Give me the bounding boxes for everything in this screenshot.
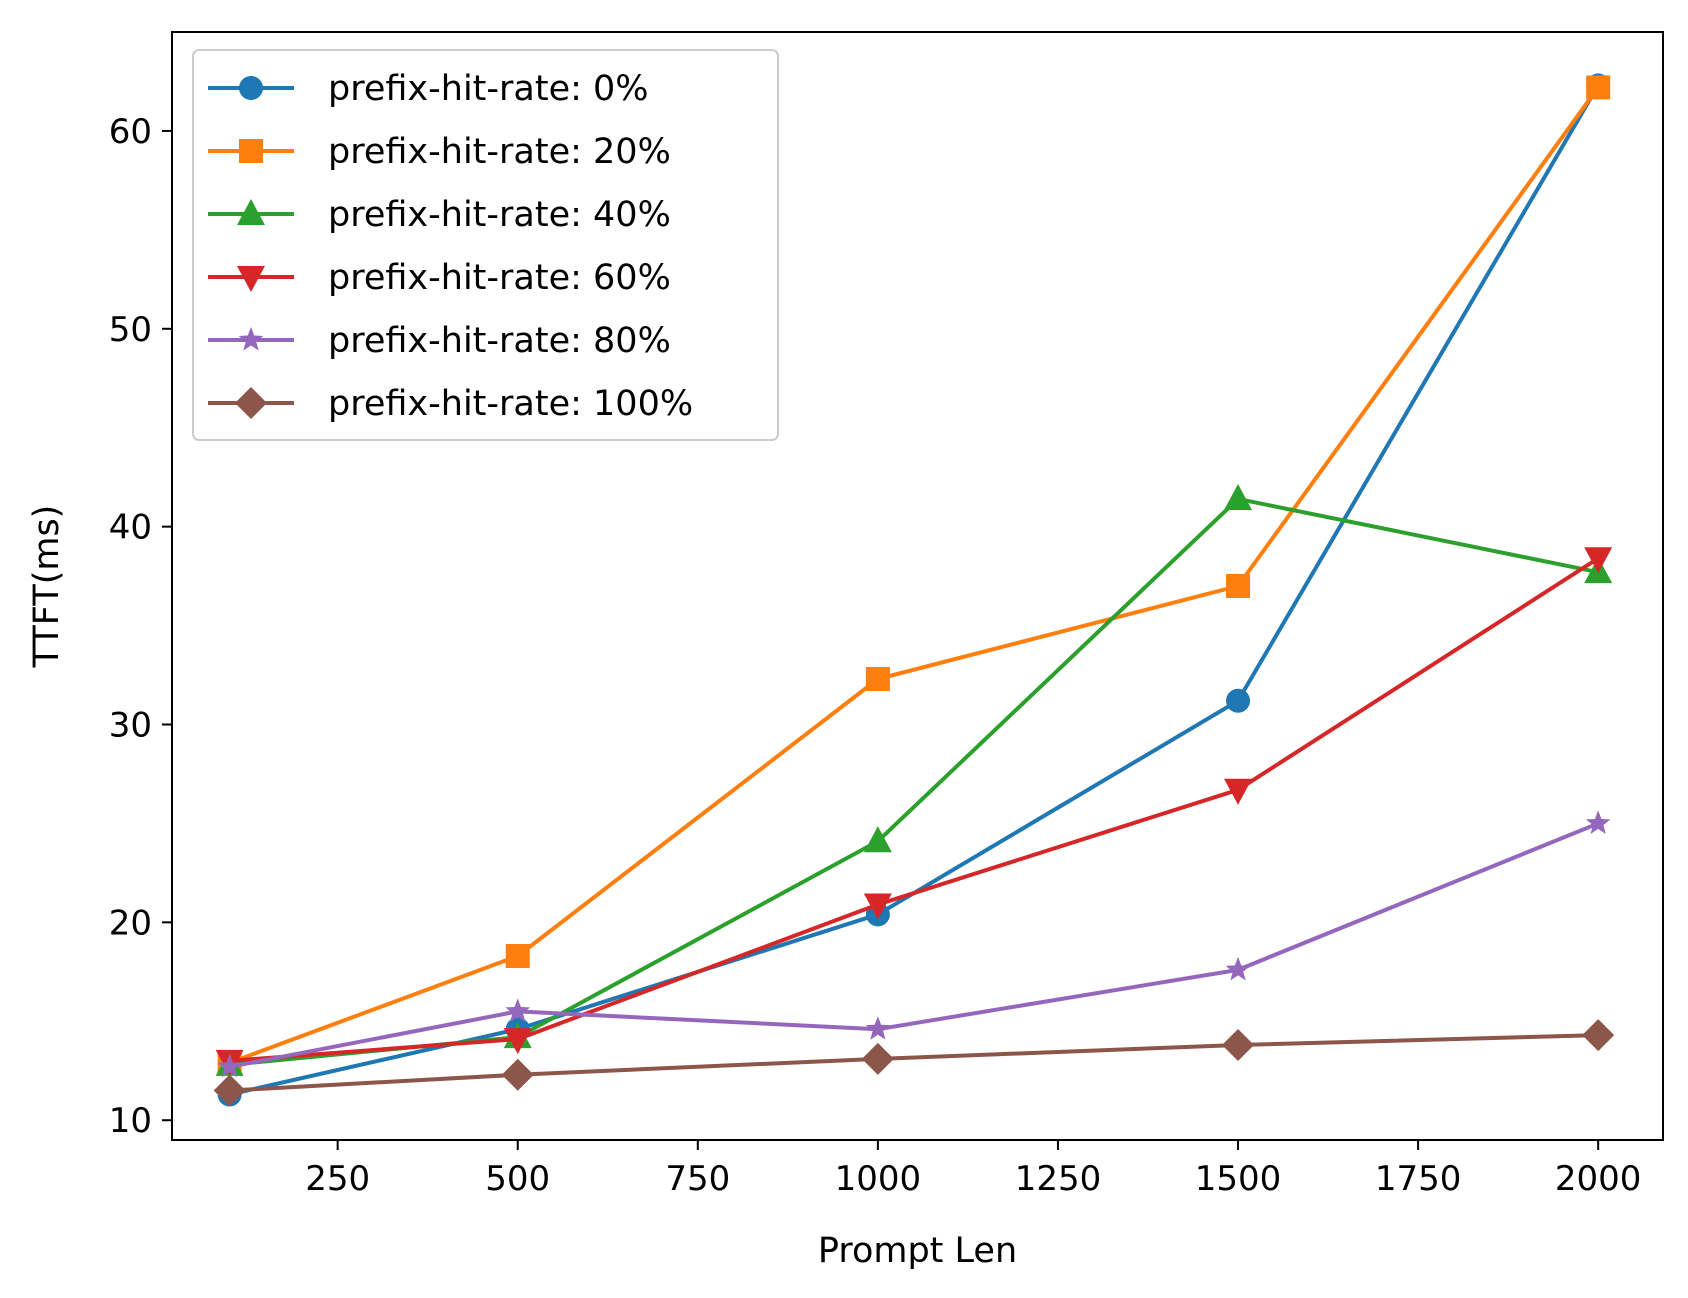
x-tick-label: 2000 [1555,1159,1642,1199]
series-line [229,496,1599,1067]
plot-area [171,31,1664,1141]
y-axis-label: TTFT(ms) [27,505,67,669]
data-point [1222,1029,1255,1062]
x-tick-label: 1000 [835,1159,922,1199]
y-tick-label: 20 [109,903,152,943]
x-axis-label: Prompt Len [818,1231,1017,1271]
legend-marker [237,199,265,225]
legend-item: prefix-hit-rate: 40% [208,195,671,235]
data-point [863,826,892,853]
data-point [505,998,531,1022]
data-point [1582,1019,1615,1052]
data-point [1584,547,1613,574]
data-point [861,1042,894,1075]
y-tick-label: 40 [109,508,152,548]
x-tick-label: 1750 [1375,1159,1462,1199]
x-tick-label: 500 [485,1159,550,1199]
series-3 [215,547,1613,1076]
legend-label: prefix-hit-rate: 60% [328,258,671,298]
x-tick-label: 250 [305,1159,370,1199]
legend-item: prefix-hit-rate: 60% [208,258,671,298]
series-line [229,821,1599,1069]
legend-marker [239,139,263,163]
legend-label: prefix-hit-rate: 20% [328,132,671,172]
data-point [501,1058,534,1091]
data-point [213,1074,246,1107]
data-point [505,943,530,968]
legend-marker [238,327,264,351]
legend-marker [239,76,263,100]
data-point [503,1028,532,1055]
series-5 [213,1019,1615,1107]
data-point [1585,810,1611,834]
legend-item: prefix-hit-rate: 0% [208,69,649,109]
legend-marker [237,266,265,292]
legend-label: prefix-hit-rate: 100% [328,384,693,424]
series-layer [213,73,1615,1107]
y-tick-label: 10 [109,1101,152,1141]
legend-marker [235,387,267,419]
x-tick-label: 1250 [1015,1159,1102,1199]
series-2 [215,483,1613,1076]
data-point [865,666,890,691]
legend-item: prefix-hit-rate: 20% [208,132,671,172]
data-point [1224,778,1253,805]
y-tick-label: 50 [109,310,152,350]
x-tick-label: 1500 [1195,1159,1282,1199]
legend-label: prefix-hit-rate: 40% [328,195,671,235]
legend-frame [192,49,779,441]
x-tick-label: 750 [665,1159,730,1199]
y-tick-label: 30 [109,706,152,746]
legend: prefix-hit-rate: 0% prefix-hit-rate: 20% p… [192,49,779,441]
data-point [865,1016,891,1040]
legend-item: prefix-hit-rate: 100% [208,384,693,424]
data-point [863,893,892,920]
series-4 [217,810,1611,1078]
y-tick-label: 60 [109,112,152,152]
data-point [1225,956,1251,981]
legend-item: prefix-hit-rate: 80% [208,321,671,361]
legend-label: prefix-hit-rate: 0% [328,69,649,109]
axis-ticks: 250 500 750 1000 1250 1500 1750 2000 10 20 30 40 50 6… [109,112,1642,1199]
data-point [1226,688,1251,713]
data-point [217,1053,242,1078]
legend-label: prefix-hit-rate: 80% [328,321,671,361]
data-point [1586,75,1611,100]
data-point [1226,574,1251,598]
data-point [1224,483,1253,510]
